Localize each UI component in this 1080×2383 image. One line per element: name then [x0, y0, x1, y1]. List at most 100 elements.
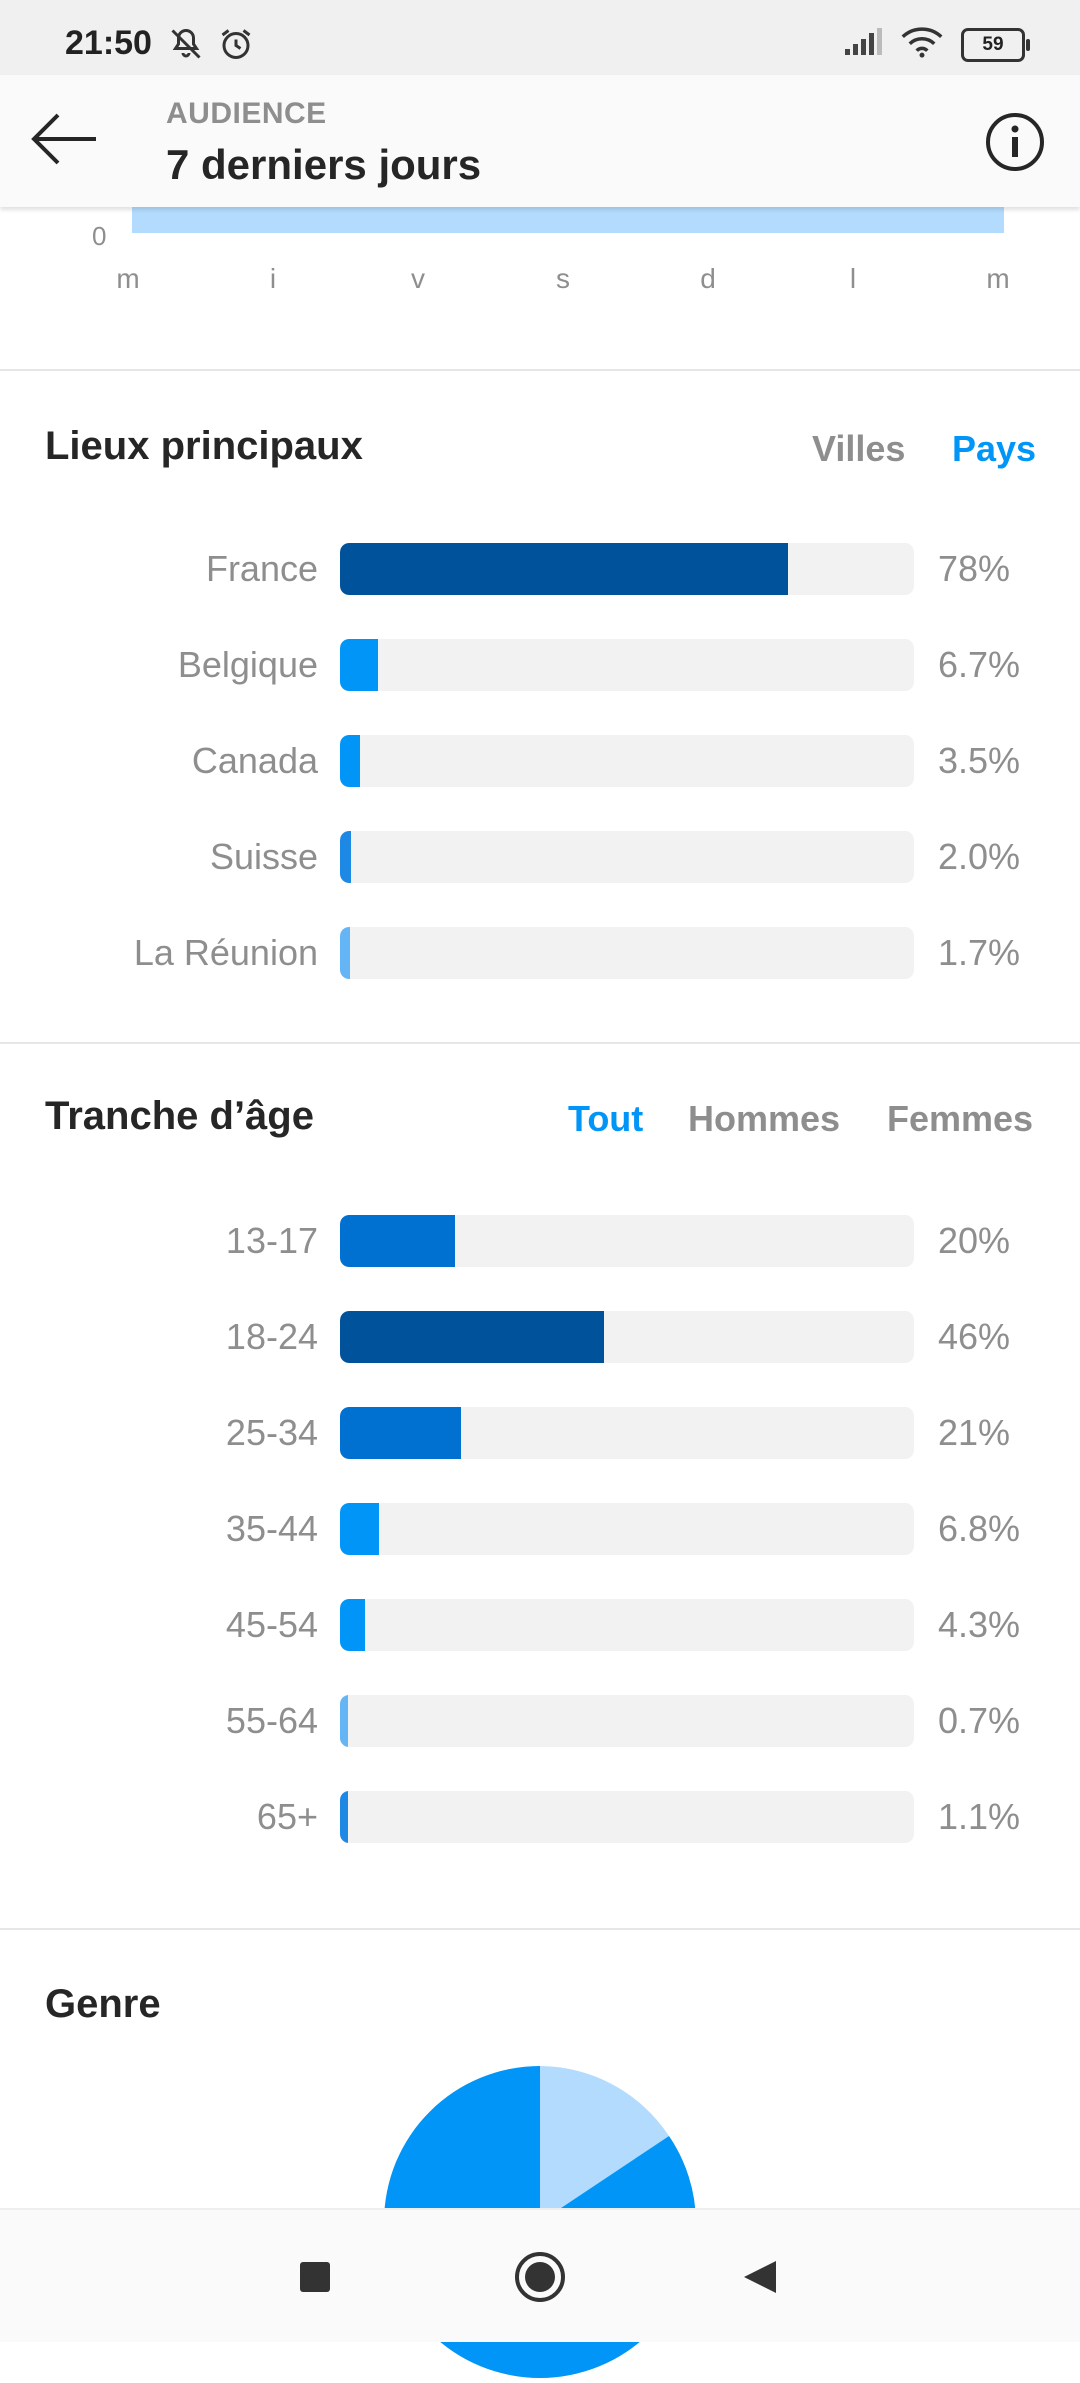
- bar-fill: [340, 1407, 461, 1459]
- bar-track: [340, 1503, 914, 1555]
- day-label: m: [986, 263, 1010, 294]
- bar-category-label: 18-24: [225, 1316, 318, 1357]
- info-button[interactable]: [984, 111, 1046, 173]
- bar-fill: [340, 1695, 348, 1747]
- bar-category-label: 35-44: [225, 1508, 318, 1549]
- system-nav-bar: [0, 2208, 1080, 2342]
- day-label: s: [556, 263, 570, 294]
- info-icon: [986, 113, 1044, 171]
- bar-row: Canada 3.5%: [0, 732, 1080, 788]
- bar-value-label: 4.3%: [938, 1604, 1021, 1645]
- bar-value-label: 20%: [938, 1220, 1011, 1261]
- section-divider: [0, 1928, 1080, 1930]
- bar-category-label: 65+: [256, 1796, 318, 1837]
- day-label: v: [411, 263, 425, 294]
- page-title: 7 derniers jours: [166, 141, 482, 188]
- bar-value-label: 46%: [938, 1316, 1011, 1357]
- bar-category-label: 13-17: [225, 1220, 318, 1261]
- bar-fill: [340, 735, 360, 787]
- wifi-icon: [901, 26, 943, 63]
- bar-category-label: 45-54: [225, 1604, 318, 1645]
- bar-row: La Réunion 1.7%: [0, 924, 1080, 980]
- arrow-left-icon: [31, 113, 96, 165]
- day-label: l: [849, 263, 857, 294]
- bar-row: 65+ 1.1%: [0, 1788, 1080, 1844]
- locations-title: Lieux principaux: [45, 424, 363, 468]
- pie-slice: [540, 2066, 669, 2222]
- day-label: i: [269, 263, 277, 294]
- back-button[interactable]: [28, 107, 100, 171]
- bar-row: 13-17 20%: [0, 1212, 1080, 1268]
- tab-countries[interactable]: Pays: [952, 428, 1037, 469]
- bar-row: 35-44 6.8%: [0, 1500, 1080, 1556]
- day-label: m: [116, 263, 140, 294]
- bar-track: [340, 543, 914, 595]
- home-button[interactable]: [505, 2242, 575, 2312]
- day-labels: m i v s d l m: [0, 263, 1080, 303]
- bar-row: 25-34 21%: [0, 1404, 1080, 1460]
- bar-row: Belgique 6.7%: [0, 636, 1080, 692]
- status-bar: 21:50 59: [0, 0, 1080, 75]
- bar-row: France 78%: [0, 540, 1080, 596]
- section-divider: [0, 369, 1080, 371]
- gender-title: Genre: [45, 1982, 161, 2026]
- bar-track: [340, 1311, 914, 1363]
- bar-track: [340, 1599, 914, 1651]
- recents-button[interactable]: [280, 2242, 350, 2312]
- bar-track: [340, 1407, 914, 1459]
- bar-track: [340, 831, 914, 883]
- bar-track: [340, 1695, 914, 1747]
- bar-row: Suisse 2.0%: [0, 828, 1080, 884]
- day-label: d: [700, 263, 716, 294]
- bar-fill: [340, 1311, 604, 1363]
- bar-value-label: 0.7%: [938, 1700, 1021, 1741]
- bar-category-label: 55-64: [225, 1700, 318, 1741]
- axis-zero-label: 0: [92, 221, 107, 251]
- header-subtitle: AUDIENCE: [166, 97, 327, 130]
- home-icon: [515, 2252, 565, 2302]
- bar-category-label: France: [205, 548, 318, 589]
- bar-track: [340, 1791, 914, 1843]
- age-title: Tranche d’âge: [45, 1094, 314, 1138]
- recents-icon: [300, 2262, 330, 2292]
- bar-value-label: 6.8%: [938, 1508, 1021, 1549]
- bar-row: 55-64 0.7%: [0, 1692, 1080, 1748]
- bar-fill: [340, 543, 788, 595]
- tab-cities[interactable]: Villes: [812, 428, 906, 469]
- bar-value-label: 78%: [938, 548, 1011, 589]
- bar-value-label: 2.0%: [938, 836, 1021, 877]
- status-time: 21:50: [65, 24, 152, 62]
- bar-fill: [340, 927, 350, 979]
- bar-track: [340, 927, 914, 979]
- tab-all[interactable]: Tout: [568, 1098, 644, 1139]
- tab-women[interactable]: Femmes: [887, 1098, 1034, 1139]
- bar-value-label: 1.1%: [938, 1796, 1021, 1837]
- bar-category-label: Canada: [191, 740, 318, 781]
- back-triangle-icon: [744, 2261, 776, 2293]
- battery-indicator: 59: [961, 27, 1030, 62]
- bar-track: [340, 639, 914, 691]
- bar-row: 18-24 46%: [0, 1308, 1080, 1364]
- activity-bar: [132, 207, 1004, 233]
- bar-value-label: 6.7%: [938, 644, 1021, 685]
- bell-off-icon: [168, 26, 204, 67]
- alarm-icon: [218, 26, 254, 67]
- bar-fill: [340, 1791, 348, 1843]
- tab-men[interactable]: Hommes: [688, 1098, 841, 1139]
- signal-icon: [843, 27, 883, 62]
- bar-value-label: 3.5%: [938, 740, 1021, 781]
- bar-value-label: 21%: [938, 1412, 1011, 1453]
- bar-fill: [340, 831, 351, 883]
- back-nav-button[interactable]: [725, 2242, 795, 2312]
- bar-row: 45-54 4.3%: [0, 1596, 1080, 1652]
- bar-fill: [340, 1599, 365, 1651]
- bar-category-label: 25-34: [225, 1412, 318, 1453]
- bar-fill: [340, 1215, 455, 1267]
- bar-fill: [340, 1503, 379, 1555]
- activity-chart: 0 m i v s d l m: [0, 207, 1080, 367]
- bar-fill: [340, 639, 378, 691]
- app-header: AUDIENCE 7 derniers jours: [0, 75, 1080, 207]
- bar-category-label: La Réunion: [133, 932, 318, 973]
- bar-track: [340, 735, 914, 787]
- bar-value-label: 1.7%: [938, 932, 1021, 973]
